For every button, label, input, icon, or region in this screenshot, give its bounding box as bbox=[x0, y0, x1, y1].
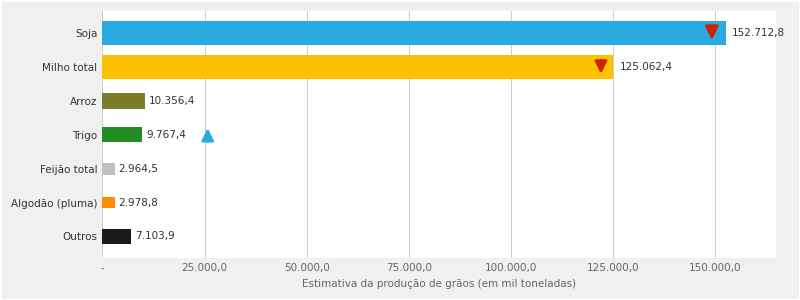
Text: 152.712,8: 152.712,8 bbox=[732, 28, 786, 38]
Bar bbox=[102, 229, 131, 244]
Bar bbox=[102, 93, 145, 109]
Bar bbox=[102, 163, 114, 175]
Text: 2.964,5: 2.964,5 bbox=[118, 164, 158, 174]
Bar bbox=[102, 21, 726, 45]
Text: 2.978,8: 2.978,8 bbox=[118, 198, 158, 208]
Bar bbox=[102, 127, 142, 142]
Bar bbox=[102, 196, 114, 208]
Text: 9.767,4: 9.767,4 bbox=[146, 130, 186, 140]
Text: 125.062,4: 125.062,4 bbox=[619, 62, 672, 72]
Bar bbox=[102, 55, 614, 79]
Text: 10.356,4: 10.356,4 bbox=[149, 96, 195, 106]
Text: 7.103,9: 7.103,9 bbox=[135, 231, 175, 242]
X-axis label: Estimativa da produção de grãos (em mil toneladas): Estimativa da produção de grãos (em mil … bbox=[302, 279, 577, 289]
